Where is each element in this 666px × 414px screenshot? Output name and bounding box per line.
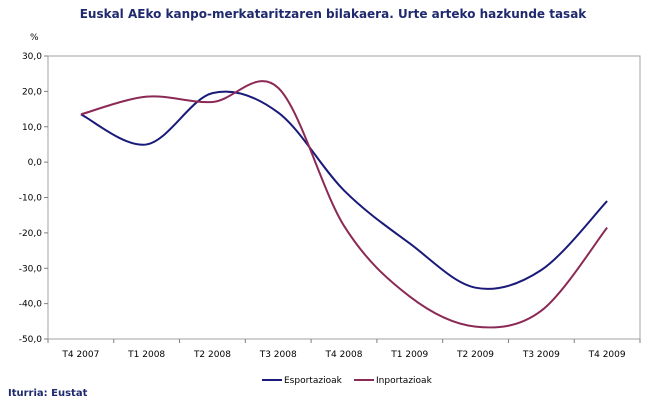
y-tick-label: -10,0	[19, 194, 43, 204]
y-tick-label: -20,0	[19, 229, 43, 239]
y-tick-label: 10,0	[22, 123, 42, 133]
y-tick-label: -50,0	[19, 335, 43, 345]
legend-label: Esportazioak	[284, 376, 343, 386]
x-tick-label: T1 2009	[390, 350, 428, 360]
plot-area	[47, 55, 641, 340]
x-tick-label: T4 2008	[325, 350, 363, 360]
x-tick-label: T2 2009	[456, 350, 494, 360]
x-tick-label: T4 2009	[588, 350, 626, 360]
x-tick-label: T2 2008	[193, 350, 231, 360]
source-note: Iturria: Eustat	[8, 388, 88, 399]
chart-title: Euskal AEko kanpo-merkataritzaren bilaka…	[79, 7, 587, 21]
x-tick-label: T1 2008	[127, 350, 165, 360]
y-tick-label: 30,0	[22, 52, 42, 62]
series-line	[80, 90, 608, 290]
y-tick-label: -40,0	[19, 300, 43, 310]
y-tick-label: 0,0	[28, 158, 43, 168]
legend-label: Inportazioak	[376, 376, 433, 386]
y-axis-ticks: 30,0 20,0 10,0 0,0 -10,0 -20,0 -30,0 -40,0 -50,0	[19, 52, 48, 345]
series-lines	[80, 80, 608, 329]
y-tick-label: 20,0	[22, 87, 42, 97]
x-tick-label: T3 2008	[259, 350, 297, 360]
x-tick-label: T3 2009	[522, 350, 560, 360]
x-axis-ticks: T4 2007 T1 2008 T2 2008 T3 2008 T4 2008 T1 20…	[47, 339, 641, 360]
x-tick-label: T4 2007	[61, 350, 99, 360]
y-axis-unit: %	[30, 33, 39, 43]
series-line	[80, 80, 608, 329]
y-tick-label: -30,0	[19, 264, 43, 274]
legend: Esportazioak Inportazioak	[262, 376, 433, 386]
